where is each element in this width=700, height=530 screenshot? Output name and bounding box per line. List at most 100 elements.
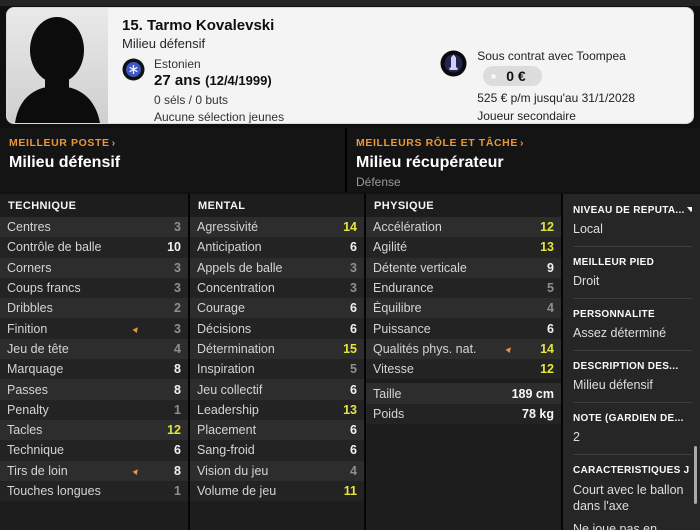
attribute-row: Dribbles 2 — [0, 298, 188, 319]
attribute-value: 189 cm — [511, 386, 554, 401]
player-youth-caps: Aucune sélection jeunes — [154, 110, 285, 124]
attribute-row: Vision du jeu 4 — [190, 460, 364, 481]
player-age: 27 ans — [154, 72, 201, 89]
contract-block: Sous contrat avec Toompea 0 € 525 € p/m … — [440, 49, 635, 123]
best-role-link[interactable]: MEILLEURS RÔLE ET TÂCHE › — [356, 137, 525, 149]
attribute-label: Contrôle de balle — [7, 240, 102, 255]
attribute-label: Qualités phys. nat. — [373, 341, 477, 356]
attribute-label: Tirs de loin — [7, 463, 68, 478]
description-value: Milieu défensif — [573, 378, 653, 392]
trait-item: Ne joue pas en profondeur — [573, 521, 658, 530]
attribute-value: 6 — [350, 443, 357, 458]
attribute-row: Équilibre 4 — [366, 298, 561, 319]
attribute-row: Volume de jeu 11 — [190, 480, 364, 502]
player-caps: 0 séls / 0 buts — [154, 93, 229, 107]
attributes-area: TECHNIQUE Centres 3 Contrôle de balle 10 — [0, 194, 700, 530]
reputation-header[interactable]: NIVEAU DE RÉPUTA... — [573, 205, 692, 216]
attribute-label: Jeu de tête — [7, 341, 69, 356]
attribute-row: Agilité 13 — [366, 237, 561, 258]
sidebar-section-foot: MEILLEUR PIED Droit — [573, 255, 692, 290]
attribute-label: Marquage — [7, 362, 64, 377]
attribute-row: Puissance 6 — [366, 318, 561, 339]
attribute-row: Jeu collectif 6 — [190, 379, 364, 400]
sidebar-divider — [573, 454, 692, 455]
info-sidebar: NIVEAU DE RÉPUTA... Local MEILLEUR PIED … — [563, 194, 700, 530]
sidebar-section-gk-rating: NOTE (GARDIEN DE... 2 — [573, 411, 692, 446]
attribute-label: Courage — [197, 301, 245, 316]
attribute-row: Sang-froid 6 — [190, 440, 364, 461]
technique-column-title: TECHNIQUE — [8, 200, 77, 212]
attribute-label: Coups francs — [7, 281, 81, 296]
position-role-band: MEILLEUR POSTE › Milieu défensif MEILLEUR… — [0, 128, 700, 192]
attribute-label: Vision du jeu — [197, 463, 269, 478]
attribute-label: Dribbles — [7, 301, 53, 316]
attribute-value: 6 — [350, 423, 357, 438]
attribute-value: 12 — [167, 423, 181, 438]
sidebar-divider — [573, 350, 692, 351]
best-position-section: MEILLEUR POSTE › Milieu défensif — [0, 128, 345, 192]
physique-info-rows: Taille 189 cm Poids 78 kg — [366, 383, 561, 424]
contract-status: Sous contrat avec Toompea — [477, 49, 626, 63]
wage-info: 525 € p/m jusqu'au 31/1/2028 — [477, 91, 635, 105]
attribute-label: Finition — [7, 321, 48, 336]
attribute-value: 2 — [174, 301, 181, 316]
attribute-value: 3 — [174, 281, 181, 296]
reputation-value: Local — [573, 222, 603, 236]
attribute-value: 13 — [343, 402, 357, 417]
trait-item: Court avec le ballon dans l'axe — [573, 483, 684, 514]
attribute-row: Détermination 15 — [190, 338, 364, 360]
sidebar-divider — [573, 402, 692, 403]
attribute-row: Agressivité 14 — [190, 217, 364, 238]
attribute-row: Leadership 13 — [190, 399, 364, 420]
attribute-value: 11 — [343, 484, 357, 498]
attribute-value: 12 — [540, 220, 554, 235]
attribute-value: 5 — [547, 281, 554, 296]
attribute-value: 14 — [343, 220, 357, 235]
best-position-value: Milieu défensif — [9, 154, 121, 171]
attribute-row: Placement 6 — [190, 419, 364, 441]
attribute-row: Vitesse 12 — [366, 359, 561, 380]
attribute-label: Anticipation — [197, 240, 262, 255]
player-name: 15. Tarmo Kovalevski — [122, 17, 275, 34]
tag-hole-icon — [491, 73, 497, 79]
best-role-duty: Défense — [356, 175, 401, 189]
attribute-value: 13 — [540, 240, 554, 255]
attribute-label: Décisions — [197, 321, 252, 336]
attribute-value: 6 — [350, 321, 357, 336]
sidebar-section-personality: PERSONNALITÉ Assez déterminé — [573, 307, 692, 342]
attribute-value: 78 kg — [522, 406, 554, 421]
attribute-value: 8 — [174, 382, 181, 397]
best-position-link[interactable]: MEILLEUR POSTE › — [9, 137, 116, 149]
window-top-strip — [0, 0, 700, 6]
attribute-label: Accélération — [373, 220, 442, 235]
attribute-value: 8 — [174, 362, 181, 377]
mental-column-title: MENTAL — [198, 200, 246, 212]
sidebar-scrollbar[interactable] — [694, 446, 697, 504]
attribute-value: 3 — [174, 260, 181, 275]
description-header: DESCRIPTION DES... — [573, 361, 679, 372]
attribute-row: Passes 8 — [0, 379, 188, 400]
attribute-label: Inspiration — [197, 362, 255, 377]
attribute-row: Contrôle de balle 10 — [0, 237, 188, 258]
attribute-row: Finition ▲ 3 — [0, 318, 188, 339]
sidebar-divider — [573, 246, 692, 247]
player-header-card: 15. Tarmo Kovalevski Milieu défensif — [6, 7, 694, 124]
attribute-row: Appels de balle 3 — [190, 257, 364, 278]
chevron-down-icon — [686, 207, 692, 212]
personality-value: Assez déterminé — [573, 326, 667, 340]
player-photo — [7, 8, 108, 123]
attribute-label: Appels de balle — [197, 260, 283, 275]
attribute-row: Concentration 3 — [190, 277, 364, 299]
player-position: Milieu défensif — [122, 36, 206, 51]
attribute-row: Endurance 5 — [366, 277, 561, 299]
squad-status: Joueur secondaire — [477, 109, 576, 123]
attribute-row: Qualités phys. nat. ▲ 14 — [366, 338, 561, 360]
chevron-right-icon: › — [111, 137, 116, 149]
attribute-row: Anticipation 6 — [190, 237, 364, 258]
attribute-row: Taille 189 cm — [366, 383, 561, 404]
attribute-row: Coups francs 3 — [0, 277, 188, 299]
attribute-label: Centres — [7, 220, 51, 235]
attribute-value: 10 — [167, 240, 181, 255]
attribute-row: Décisions 6 — [190, 318, 364, 339]
